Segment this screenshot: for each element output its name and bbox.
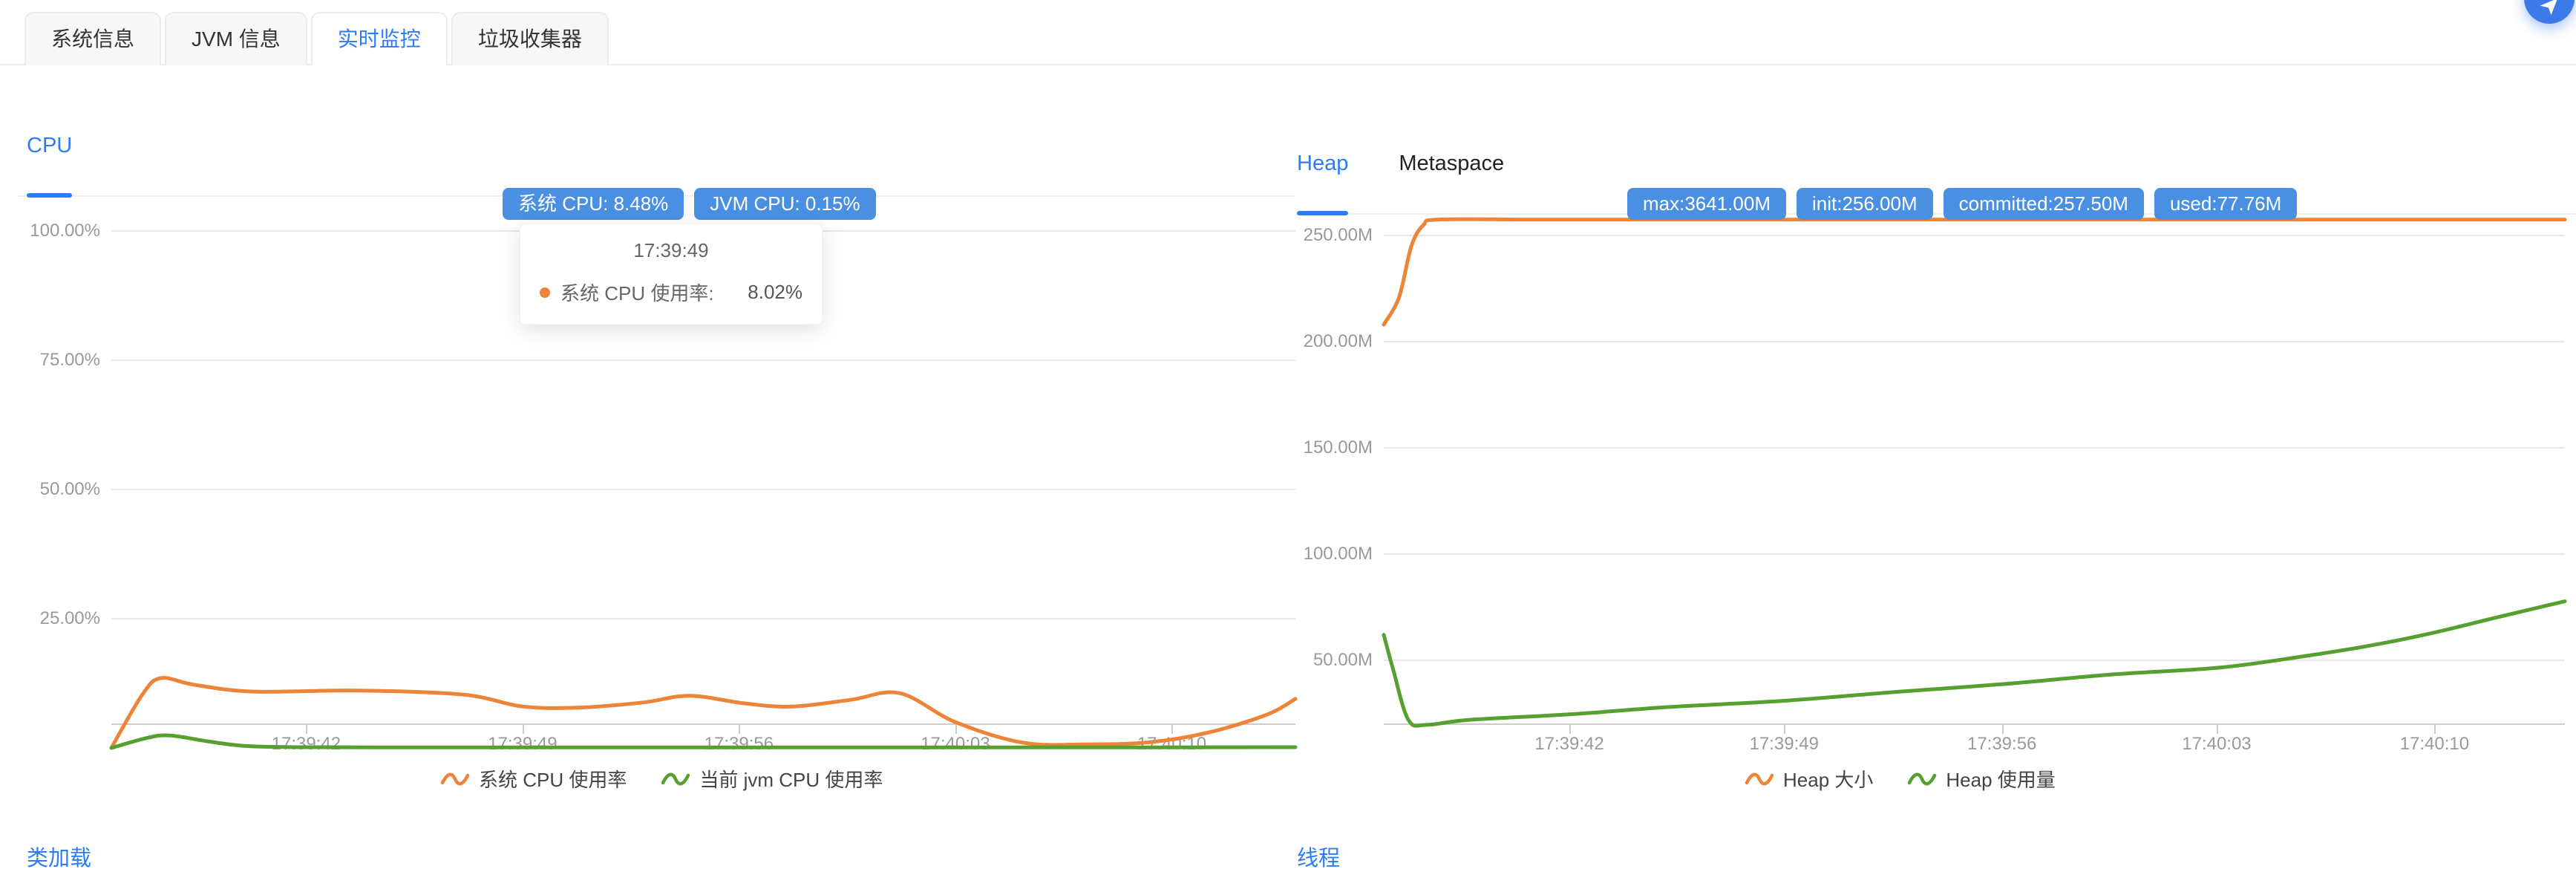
line-series-icon [1908,772,1937,785]
heap-y-axis-label: 200.00M [1303,331,1373,351]
heap-badge: committed:257.50M [1943,188,2144,220]
heap-x-axis-label: 17:40:10 [2399,734,2470,754]
cpu-legend-label: 系统 CPU 使用率 [479,769,627,791]
heap-gridline [1384,553,2565,555]
cpu-y-axis-label: 75.00% [39,350,100,370]
heap-series-Heap 使用量 [1382,599,2567,728]
cpu-series-当前 jvm CPU 使用率 [109,733,1298,750]
heap-x-axis-tick [1569,725,1571,734]
heap-legend-item[interactable]: Heap 大小 [1745,765,1873,792]
cpu-x-axis-tick [306,725,308,734]
heap-gridline [1384,660,2565,661]
cpu-series-系统 CPU 使用率 [109,676,1298,750]
tooltip-series-label: 系统 CPU 使用率: [560,282,714,305]
heap-y-axis-label: 250.00M [1303,225,1373,245]
cpu-series-lines [109,676,1298,750]
tooltip-series-value: 8.02% [748,281,802,303]
heap-legend-item[interactable]: Heap 使用量 [1907,765,2056,792]
heap-badge: used:77.76M [2154,188,2298,220]
heap-badges: max:3641.00M init:256.00M committed:257.50… [1627,188,2298,220]
top-tabbar: 系统信息 JVM 信息 实时监控 垃圾收集器 [24,12,609,65]
top-tab-系统信息[interactable]: 系统信息 [24,12,162,65]
cpu-legend: 系统 CPU 使用率 当前 jvm CPU 使用率 [440,765,883,792]
heap-legend: Heap 大小 Heap 使用量 [1745,765,2056,792]
heap-tab-Metaspace[interactable]: Metaspace [1399,152,1505,175]
cpu-x-axis-label: 17:39:49 [488,734,558,754]
heap-y-axis-label: 100.00M [1303,544,1373,564]
heap-panel-divider [1297,213,2576,215]
cpu-x-axis-line [111,723,1295,725]
heap-x-axis-label: 17:39:42 [1534,734,1604,754]
cpu-badge: 系统 CPU: 8.48% [503,188,684,220]
heap-gridline [1384,341,2565,342]
heap-x-axis-tick [2434,725,2436,734]
classload-section-tab[interactable]: 类加载 [27,847,92,869]
cpu-badge: JVM CPU: 0.15% [694,188,876,220]
cpu-legend-label: 当前 jvm CPU 使用率 [699,769,883,791]
cpu-tab-CPU[interactable]: CPU [27,132,73,198]
cpu-legend-item[interactable]: 当前 jvm CPU 使用率 [661,765,883,792]
heap-tab-ink [1297,211,1349,215]
tooltip-time: 17:39:49 [633,239,709,261]
heap-badge: init:256.00M [1796,188,1933,220]
cpu-x-axis-tick [1171,725,1174,734]
heap-tab-Heap[interactable]: Heap [1297,150,1349,215]
cpu-x-axis-label: 17:39:56 [704,734,774,754]
cpu-gridline [111,618,1295,619]
heap-legend-label: Heap 使用量 [1946,769,2056,791]
line-series-icon [440,772,470,785]
cpu-gridline [111,359,1295,361]
heap-y-axis-label: 50.00M [1312,650,1373,670]
cpu-badges: 系统 CPU: 8.48% JVM CPU: 0.15% [503,188,876,220]
top-tab-JVM 信息[interactable]: JVM 信息 [165,12,307,65]
chart-tooltip: 17:39:49 系统 CPU 使用率: 8.02% [520,224,823,325]
heap-x-axis-label: 17:39:49 [1749,734,1819,754]
floating-action-button[interactable] [2524,0,2575,24]
cpu-y-axis-label: 25.00% [39,608,100,628]
thread-section-tab[interactable]: 线程 [1297,847,1341,869]
cpu-legend-item[interactable]: 系统 CPU 使用率 [440,765,627,792]
cpu-x-axis-tick [955,725,957,734]
heap-x-axis-tick [1784,725,1786,734]
line-series-icon [1745,772,1774,785]
cpu-x-axis-tick [522,725,524,734]
top-tabbar-border [0,64,2576,65]
line-series-icon [661,772,690,785]
heap-x-axis-line [1384,723,2565,725]
send-icon [2540,0,2557,16]
cpu-x-axis-label: 17:40:03 [921,734,990,754]
heap-series-lines [1382,217,2567,728]
cpu-panel-tabs: CPU [27,132,73,198]
heap-gridline [1384,447,2565,449]
heap-series-Heap 大小 [1382,217,2567,327]
tooltip-series-dot [540,287,550,298]
heap-gridline [1384,235,2565,236]
cpu-tab-ink [27,193,73,198]
cpu-gridline [111,489,1295,490]
cpu-y-axis-label: 100.00% [30,221,100,241]
heap-panel-tabs: Heap Metaspace [1297,150,1505,215]
heap-x-axis-tick [2001,725,2004,734]
top-tab-垃圾收集器[interactable]: 垃圾收集器 [451,12,609,65]
cpu-y-axis-label: 50.00% [39,479,100,499]
heap-legend-label: Heap 大小 [1783,769,1874,791]
heap-x-axis-label: 17:40:03 [2182,734,2252,754]
heap-x-axis-tick [2216,725,2218,734]
heap-x-axis-label: 17:39:56 [1967,734,2037,754]
heap-y-axis-label: 150.00M [1303,437,1373,458]
top-tab-实时监控[interactable]: 实时监控 [310,12,448,65]
heap-badge: max:3641.00M [1627,188,1786,220]
cpu-x-axis-label: 17:39:42 [271,734,341,754]
cpu-x-axis-tick [739,725,741,734]
